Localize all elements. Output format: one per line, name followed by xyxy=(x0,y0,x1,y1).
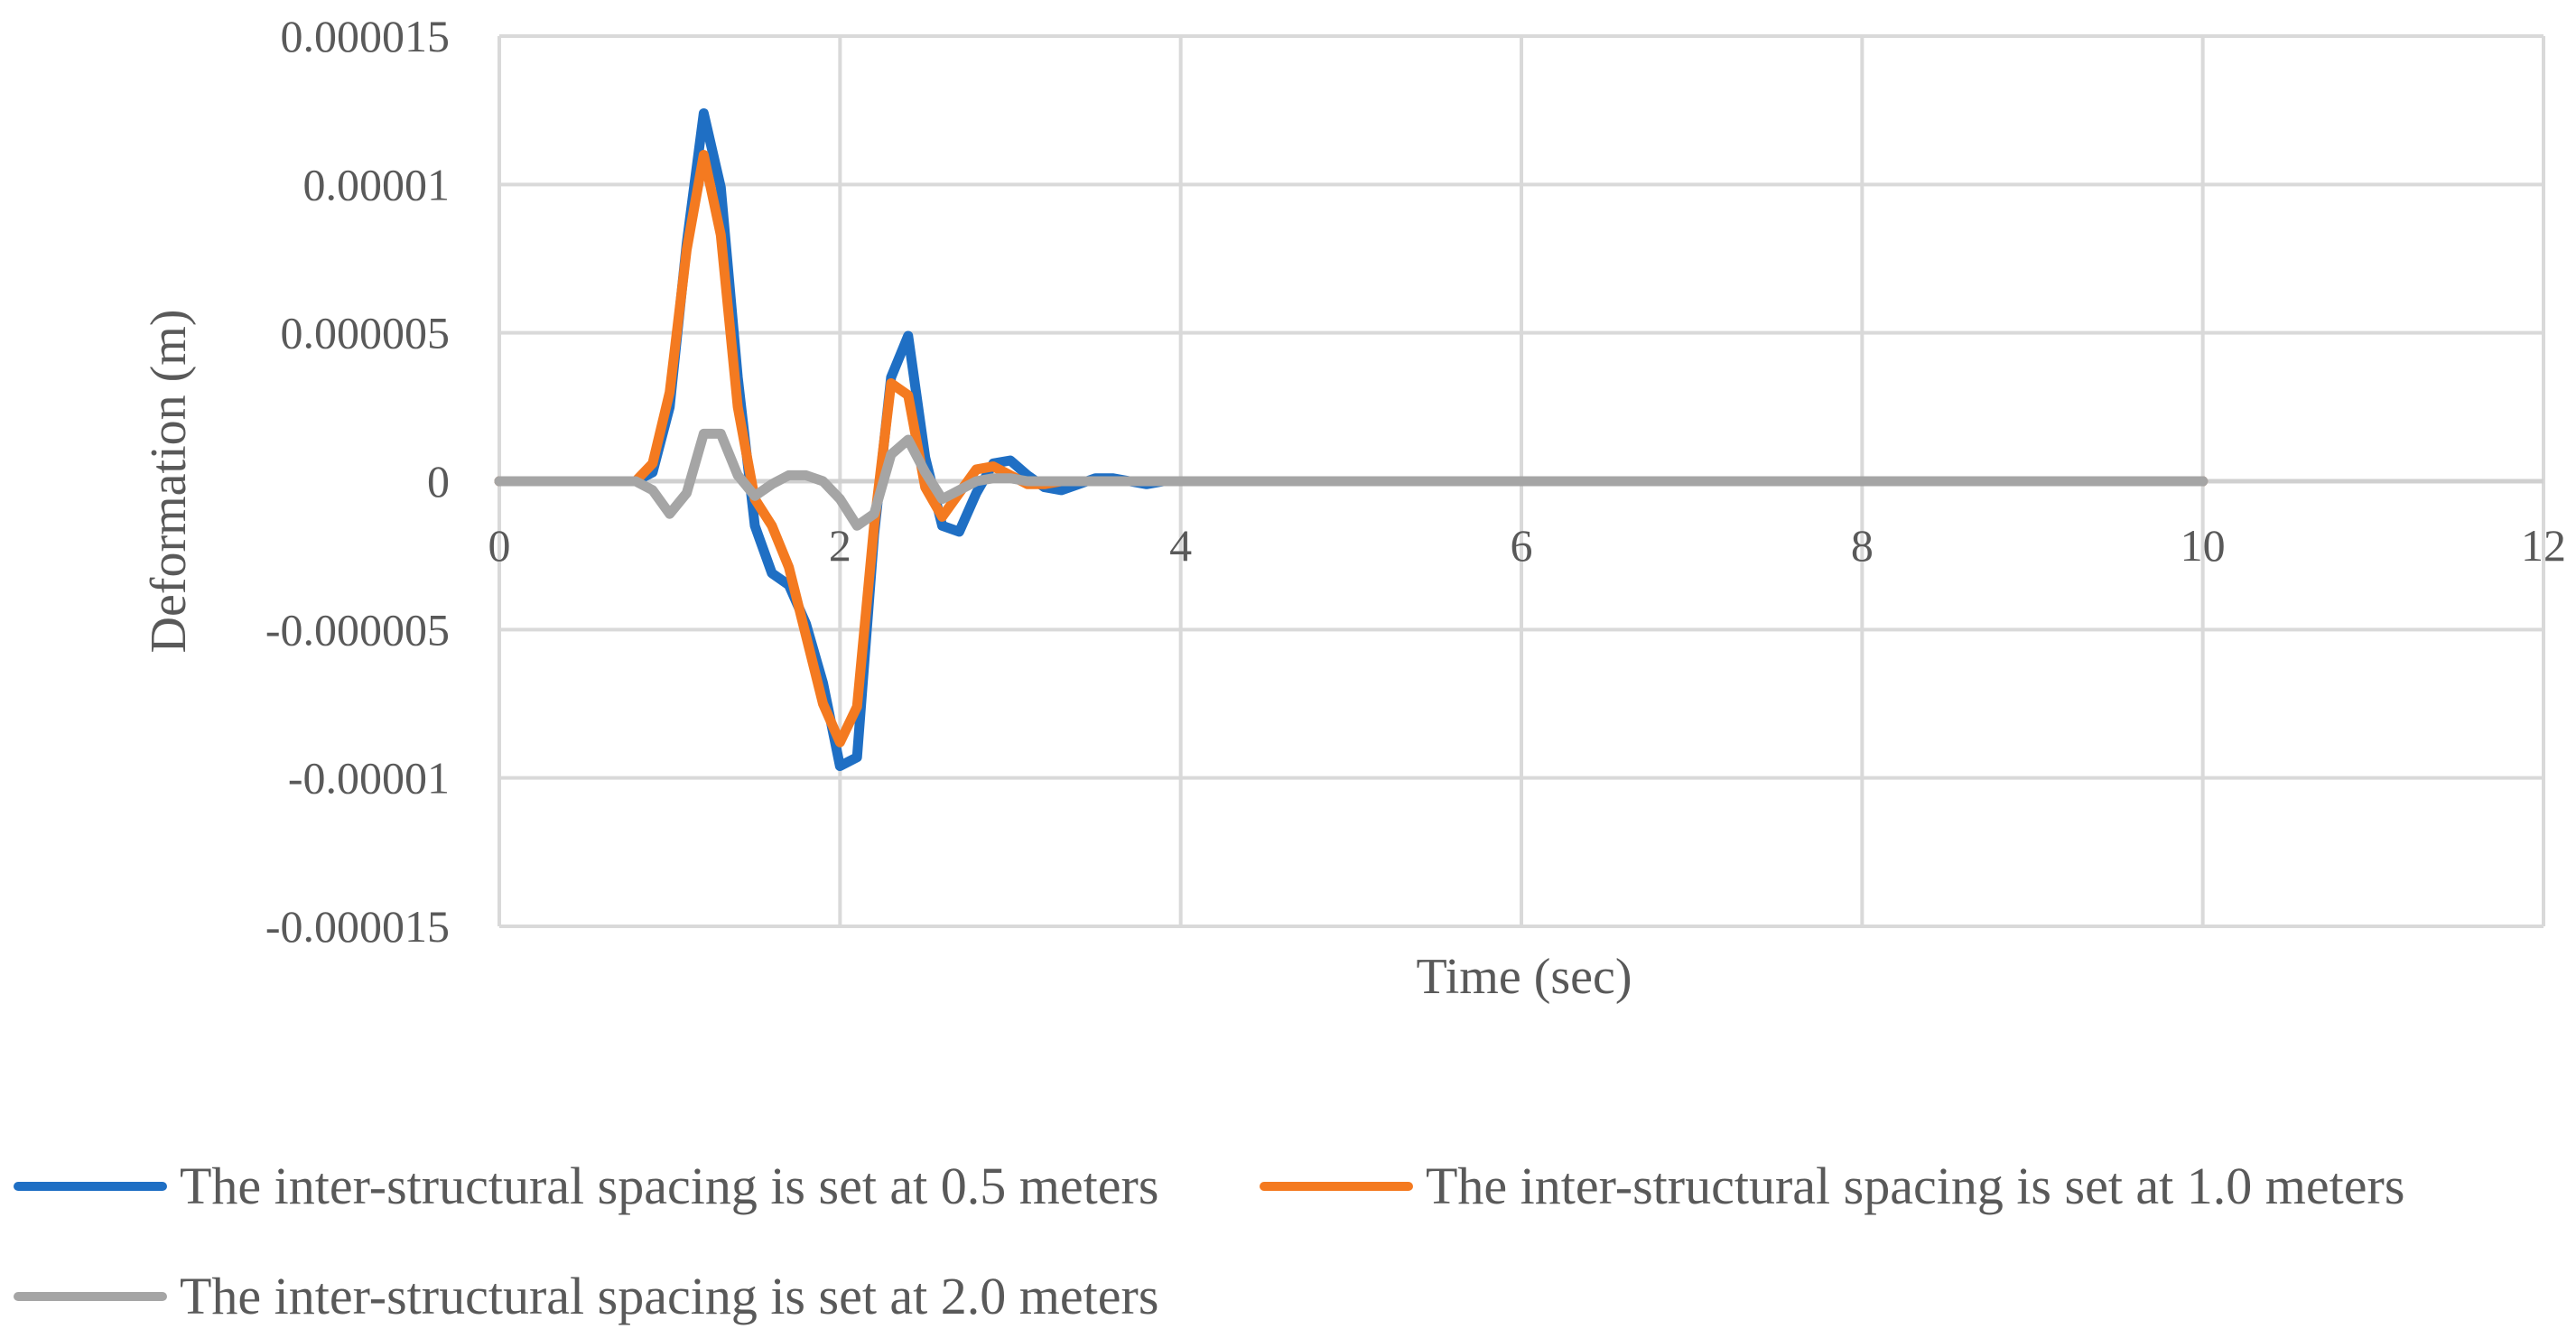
x-tick-labels: 0 2 4 6 8 10 12 xyxy=(488,520,2567,571)
x-axis-title: Time (sec) xyxy=(1416,949,1632,1005)
series-lines xyxy=(494,108,2209,771)
legend-swatch-series-2 xyxy=(1260,1181,1413,1191)
series-line-3 xyxy=(494,428,2209,531)
y-tick-label: 0 xyxy=(427,456,450,507)
series-line-1 xyxy=(494,108,2209,771)
x-tick-label: 6 xyxy=(1511,520,1533,571)
x-tick-label: 12 xyxy=(2521,520,2566,571)
x-tick-label: 0 xyxy=(488,520,511,571)
y-tick-label: 0.00001 xyxy=(303,159,451,209)
legend-item-series-2: The inter-structural spacing is set at 1… xyxy=(1260,1156,2404,1216)
legend-swatch-series-3 xyxy=(14,1291,167,1301)
x-tick-label: 4 xyxy=(1169,520,1192,571)
grid-lines xyxy=(498,34,2545,928)
legend-item-series-1: The inter-structural spacing is set at 0… xyxy=(14,1156,1158,1216)
y-axis-title: Deformation (m) xyxy=(141,310,197,654)
y-tick-label: -0.00001 xyxy=(288,753,450,804)
y-tick-labels: 0.000015 0.00001 0.000005 0 -0.000005 -0.0000… xyxy=(265,11,450,952)
legend-label-series-2: The inter-structural spacing is set at 1… xyxy=(1426,1157,2405,1215)
y-tick-label: 0.000015 xyxy=(281,11,451,61)
legend-swatch-series-1 xyxy=(14,1181,167,1191)
x-tick-label: 2 xyxy=(829,520,851,571)
legend-label-series-3: The inter-structural spacing is set at 2… xyxy=(180,1267,1159,1325)
y-tick-label: -0.000015 xyxy=(265,901,450,952)
legend-label-series-1: The inter-structural spacing is set at 0… xyxy=(180,1157,1159,1215)
legend-item-series-3: The inter-structural spacing is set at 2… xyxy=(14,1266,1158,1326)
series-line-2 xyxy=(494,150,2209,748)
x-tick-label: 8 xyxy=(1851,520,1874,571)
y-tick-label: -0.000005 xyxy=(265,604,450,655)
y-tick-label: 0.000005 xyxy=(281,308,451,358)
x-tick-label: 10 xyxy=(2181,520,2226,571)
